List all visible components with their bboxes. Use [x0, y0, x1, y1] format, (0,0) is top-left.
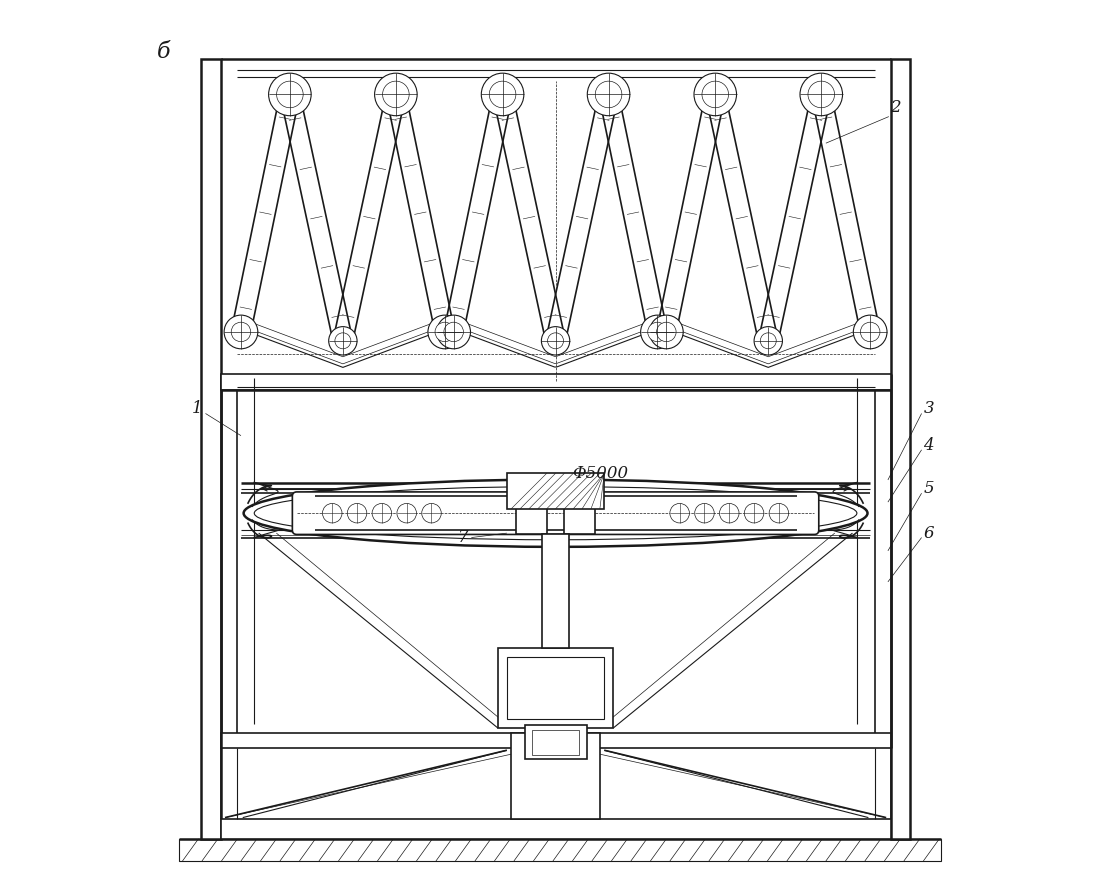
Circle shape: [702, 81, 728, 108]
Text: 3: 3: [923, 400, 934, 418]
Text: 6: 6: [923, 525, 934, 541]
Polygon shape: [280, 92, 353, 343]
Circle shape: [808, 81, 834, 108]
Circle shape: [760, 332, 776, 348]
Polygon shape: [599, 92, 668, 334]
Bar: [564, 492, 596, 534]
Circle shape: [745, 503, 764, 523]
Text: 5: 5: [923, 480, 934, 497]
Text: 7: 7: [458, 529, 468, 546]
Bar: [542, 534, 569, 648]
Circle shape: [444, 322, 464, 341]
Circle shape: [269, 73, 311, 116]
Bar: [532, 730, 579, 755]
Bar: [221, 820, 890, 839]
Bar: [221, 373, 890, 389]
Circle shape: [694, 503, 715, 523]
Circle shape: [754, 326, 783, 355]
Text: 4: 4: [923, 436, 934, 453]
Circle shape: [541, 326, 570, 355]
Circle shape: [769, 503, 788, 523]
Circle shape: [587, 73, 629, 116]
Circle shape: [641, 315, 674, 348]
Circle shape: [694, 73, 737, 116]
Circle shape: [482, 73, 524, 116]
Bar: [524, 725, 587, 759]
Bar: [507, 657, 605, 719]
Bar: [507, 473, 605, 509]
Circle shape: [335, 332, 351, 348]
Circle shape: [656, 322, 676, 341]
Circle shape: [548, 332, 563, 348]
Circle shape: [372, 503, 392, 523]
Circle shape: [650, 315, 683, 348]
Text: 1: 1: [193, 400, 203, 418]
Polygon shape: [758, 92, 831, 343]
Circle shape: [437, 315, 470, 348]
Circle shape: [383, 81, 409, 108]
Polygon shape: [812, 92, 879, 334]
Polygon shape: [445, 92, 512, 334]
Circle shape: [670, 503, 690, 523]
Polygon shape: [493, 92, 566, 343]
Circle shape: [489, 81, 516, 108]
Circle shape: [719, 503, 739, 523]
Circle shape: [800, 73, 842, 116]
Polygon shape: [547, 92, 618, 343]
Bar: [890, 59, 911, 839]
Polygon shape: [706, 92, 777, 343]
Bar: [511, 733, 600, 820]
Ellipse shape: [244, 479, 868, 547]
FancyBboxPatch shape: [292, 492, 819, 534]
Circle shape: [374, 73, 417, 116]
Circle shape: [277, 81, 304, 108]
Polygon shape: [386, 92, 455, 334]
Circle shape: [595, 81, 622, 108]
Circle shape: [323, 503, 342, 523]
Circle shape: [422, 503, 441, 523]
Circle shape: [224, 315, 258, 348]
Circle shape: [435, 322, 455, 341]
Polygon shape: [656, 92, 725, 334]
Bar: [515, 492, 547, 534]
Circle shape: [647, 322, 668, 341]
Text: б: б: [157, 41, 170, 63]
Polygon shape: [232, 92, 299, 334]
Text: 2: 2: [889, 100, 900, 116]
Text: Φ5000: Φ5000: [572, 465, 628, 482]
Bar: [202, 59, 221, 839]
Circle shape: [328, 326, 357, 355]
Bar: [498, 648, 613, 728]
Circle shape: [853, 315, 887, 348]
Bar: [221, 733, 890, 749]
Circle shape: [428, 315, 461, 348]
Circle shape: [347, 503, 367, 523]
Circle shape: [860, 322, 880, 341]
Polygon shape: [334, 92, 405, 343]
Circle shape: [231, 322, 251, 341]
Circle shape: [396, 503, 417, 523]
Bar: [179, 839, 941, 861]
